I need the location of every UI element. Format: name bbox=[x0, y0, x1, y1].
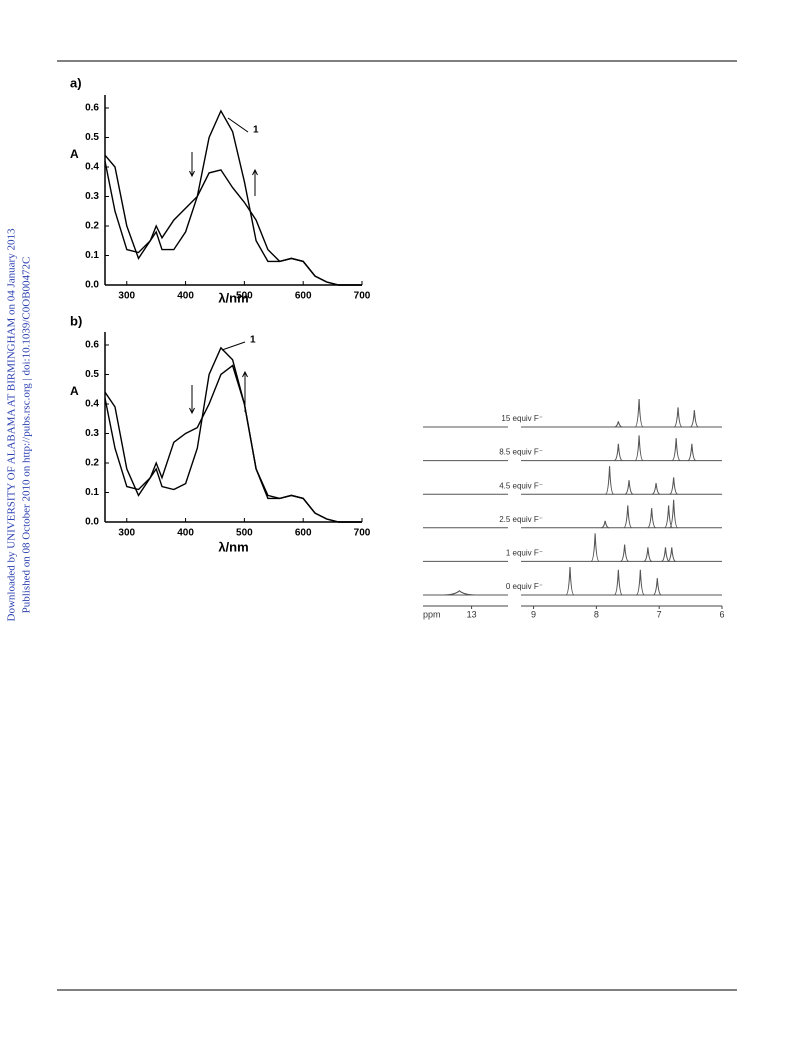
spectrum-label: 15 equiv F⁻ bbox=[501, 414, 543, 423]
arrow-head bbox=[252, 168, 258, 176]
panel-label: b) bbox=[70, 313, 82, 328]
spectrum-label: 2.5 equiv F⁻ bbox=[499, 515, 543, 524]
y-axis-label: A bbox=[70, 384, 79, 398]
nmr-peak bbox=[590, 533, 600, 562]
x-tick-label: 700 bbox=[354, 291, 371, 302]
y-tick-label: 0.1 bbox=[85, 487, 99, 498]
panel-label: a) bbox=[70, 75, 82, 90]
nmr-peak bbox=[634, 435, 644, 462]
annotation-leader bbox=[227, 117, 249, 133]
y-tick-label: 0.5 bbox=[85, 369, 99, 380]
nmr-peak bbox=[673, 407, 683, 428]
x-tick-label: 9 bbox=[531, 609, 536, 619]
nmr-peak bbox=[623, 505, 633, 529]
x-tick-label: 7 bbox=[657, 609, 662, 619]
nmr-peak bbox=[651, 482, 661, 495]
spectrum-label: 0 equiv F⁻ bbox=[506, 582, 543, 591]
spectrum-label: 4.5 equiv F⁻ bbox=[499, 481, 543, 490]
nmr-peak bbox=[614, 569, 623, 596]
y-tick-label: 0.6 bbox=[85, 103, 99, 114]
spectrum-curve bbox=[104, 109, 362, 286]
x-tick-label: 13 bbox=[467, 609, 477, 619]
x-axis-label: λ/nm bbox=[218, 539, 248, 554]
y-tick-label: 0.5 bbox=[85, 132, 99, 143]
y-tick-label: 0.6 bbox=[85, 340, 99, 351]
nmr-peak bbox=[643, 547, 653, 562]
nmr-peak bbox=[647, 508, 656, 529]
x-tick-label: 600 bbox=[295, 528, 312, 539]
x-tick-label: 500 bbox=[236, 291, 253, 302]
nmr-peak bbox=[669, 499, 678, 529]
nmr-peak bbox=[667, 547, 676, 562]
publish-note: Published on 08 October 2010 on http://p… bbox=[21, 257, 33, 614]
arrow-head bbox=[242, 370, 248, 378]
x-tick-label: 8 bbox=[594, 609, 599, 619]
nmr-peak bbox=[620, 544, 629, 562]
y-axis-label: A bbox=[70, 147, 79, 161]
nmr-peak bbox=[624, 480, 634, 495]
annotation: 1 bbox=[250, 335, 256, 346]
annotation-leader bbox=[221, 341, 246, 351]
x-tick-label: 500 bbox=[236, 528, 253, 539]
nmr-peak bbox=[614, 421, 623, 428]
x-tick-label: 600 bbox=[295, 291, 312, 302]
spectrum-curve bbox=[104, 154, 362, 286]
nmr-peak bbox=[614, 443, 623, 462]
annotation: 1 bbox=[253, 125, 259, 136]
arrow-head bbox=[189, 170, 195, 178]
y-tick-label: 0.2 bbox=[85, 458, 99, 469]
nmr-peak bbox=[605, 466, 614, 495]
nmr-peak bbox=[687, 443, 697, 462]
arrow-head bbox=[189, 407, 195, 415]
nmr-peak bbox=[565, 566, 575, 596]
x-tick-label: 400 bbox=[177, 528, 194, 539]
y-tick-label: 0.0 bbox=[85, 517, 99, 528]
y-tick-label: 0.4 bbox=[85, 399, 99, 410]
nmr-peak bbox=[653, 578, 662, 596]
nmr-peak bbox=[634, 398, 644, 428]
y-tick-label: 0.4 bbox=[85, 162, 99, 173]
y-tick-label: 0.3 bbox=[85, 428, 99, 439]
y-tick-label: 0.2 bbox=[85, 221, 99, 232]
x-tick-label: 300 bbox=[118, 291, 135, 302]
x-tick-label: 700 bbox=[354, 528, 371, 539]
y-tick-label: 0.3 bbox=[85, 191, 99, 202]
nmr-peak bbox=[443, 590, 476, 596]
nmr-peak bbox=[661, 547, 670, 562]
spectrum-label: 8.5 equiv F⁻ bbox=[499, 448, 543, 457]
nmr-peak bbox=[636, 569, 645, 596]
y-tick-label: 0.1 bbox=[85, 250, 99, 261]
nmr-peak bbox=[601, 520, 610, 529]
x-axis-label: ppm bbox=[423, 609, 441, 619]
nmr-peak bbox=[671, 438, 681, 462]
x-tick-label: 400 bbox=[177, 291, 194, 302]
spectrum-curve bbox=[104, 364, 362, 523]
x-axis-label: λ/nm bbox=[218, 290, 248, 305]
download-note: Downloaded by UNIVERSITY OF ALABAMA AT B… bbox=[6, 228, 18, 621]
x-tick-label: 300 bbox=[118, 528, 135, 539]
spectrum-curve bbox=[104, 346, 362, 523]
nmr-peak bbox=[669, 477, 678, 495]
y-tick-label: 0.0 bbox=[85, 280, 99, 291]
nmr-peak bbox=[690, 410, 699, 428]
spectrum-label: 1 equiv F⁻ bbox=[506, 549, 543, 558]
x-tick-label: 6 bbox=[719, 609, 724, 619]
